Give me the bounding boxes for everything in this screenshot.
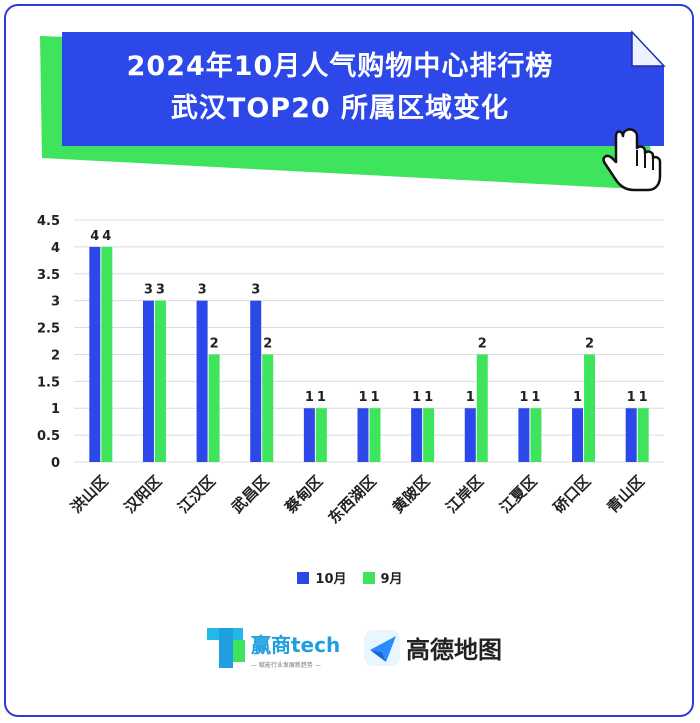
y-tick-label: 4 (51, 241, 60, 256)
y-tick-label: 0.5 (37, 429, 60, 444)
winshang-tech-slogan: — 赋能行业发展新趋势 — (251, 661, 321, 669)
y-tick-label: 1.5 (37, 375, 60, 390)
amap-icon (364, 630, 400, 666)
y-tick-label: 3 (51, 295, 60, 310)
legend-item-9: 9月 (362, 568, 403, 587)
data-label: 1 (317, 390, 326, 405)
hand-cursor-icon (602, 128, 662, 192)
winshang-t-icon (207, 628, 245, 668)
bar-sep (315, 408, 327, 462)
amap-name: 高德地图 (406, 636, 502, 664)
bar-sep (530, 408, 542, 462)
title-line-1: 2024年10月人气购物中心排行榜 (126, 51, 554, 82)
data-label: 3 (198, 283, 207, 298)
banner-page-fold (631, 30, 666, 67)
data-label: 1 (412, 390, 421, 405)
bar-oct (357, 408, 369, 462)
legend-swatch-9 (362, 571, 375, 584)
x-tick-label: 江夏区 (496, 472, 541, 517)
data-label: 4 (102, 229, 111, 244)
data-label: 1 (531, 390, 540, 405)
x-tick-label: 东西湖区 (325, 472, 380, 527)
bar-oct (625, 408, 637, 462)
bar-oct (142, 300, 154, 462)
bar-sep (584, 354, 596, 462)
data-label: 1 (305, 390, 314, 405)
x-tick-label: 武昌区 (228, 472, 273, 517)
legend-item-10: 10月 (297, 568, 347, 587)
legend-swatch-10 (297, 571, 310, 584)
title-line-2: 武汉TOP20 所属区域变化 (170, 93, 510, 124)
chart-legend: 10月 9月 (0, 568, 700, 587)
x-tick-label: 洪山区 (67, 472, 112, 517)
y-tick-label: 1 (51, 402, 60, 417)
y-tick-label: 3.5 (37, 268, 60, 283)
x-tick-label: 硚口区 (550, 472, 595, 517)
bar-oct (89, 246, 101, 462)
data-label: 1 (424, 390, 433, 405)
bar-sep (208, 354, 220, 462)
x-tick-label: 汉阳区 (121, 472, 166, 517)
x-tick-label: 黄陂区 (389, 472, 434, 517)
bar-sep (637, 408, 649, 462)
bar-oct (411, 408, 423, 462)
data-label: 4 (90, 229, 99, 244)
bar-oct (196, 300, 208, 462)
data-label: 2 (263, 336, 272, 351)
data-label: 1 (639, 390, 648, 405)
bar-sep (101, 246, 113, 462)
data-label: 3 (156, 283, 165, 298)
title-banner (40, 30, 666, 192)
amap-logo: 高德地图 (364, 630, 502, 666)
bar-sep (262, 354, 274, 462)
logos-row: 赢商tech — 赋能行业发展新趋势 — 高德地图 (0, 622, 700, 682)
data-label: 3 (144, 283, 153, 298)
bar-oct (518, 408, 530, 462)
bar-oct (572, 408, 584, 462)
data-label: 2 (478, 336, 487, 351)
legend-label-10: 10月 (315, 572, 347, 587)
data-label: 2 (210, 336, 219, 351)
legend-label-9: 9月 (380, 572, 403, 587)
chart-title: 2024年10月人气购物中心排行榜 武汉TOP20 所属区域变化 (60, 46, 620, 130)
banner-blue-panel (62, 32, 664, 146)
bar-sep (423, 408, 435, 462)
data-label: 3 (251, 283, 260, 298)
bar-sep (154, 300, 166, 462)
y-tick-label: 0 (51, 456, 60, 471)
bar-oct (464, 408, 476, 462)
data-label: 1 (370, 390, 379, 405)
bar-sep (369, 408, 381, 462)
x-tick-label: 江岸区 (443, 472, 488, 517)
x-tick-label: 江汉区 (174, 472, 219, 517)
winshang-tech-name: 赢商tech (251, 633, 340, 657)
winshang-tech-logo: 赢商tech — 赋能行业发展新趋势 — (207, 628, 340, 669)
data-label: 1 (519, 390, 528, 405)
data-label: 1 (627, 390, 636, 405)
y-tick-label: 4.5 (37, 214, 60, 229)
data-label: 1 (573, 390, 582, 405)
data-label: 1 (358, 390, 367, 405)
x-tick-label: 青山区 (603, 472, 648, 517)
bar-oct (303, 408, 315, 462)
y-tick-label: 2 (51, 348, 60, 363)
data-label: 2 (585, 336, 594, 351)
x-tick-label: 蔡甸区 (281, 472, 326, 517)
bar-oct (250, 300, 262, 462)
y-tick-label: 2.5 (37, 322, 60, 337)
bar-sep (476, 354, 488, 462)
data-label: 1 (466, 390, 475, 405)
